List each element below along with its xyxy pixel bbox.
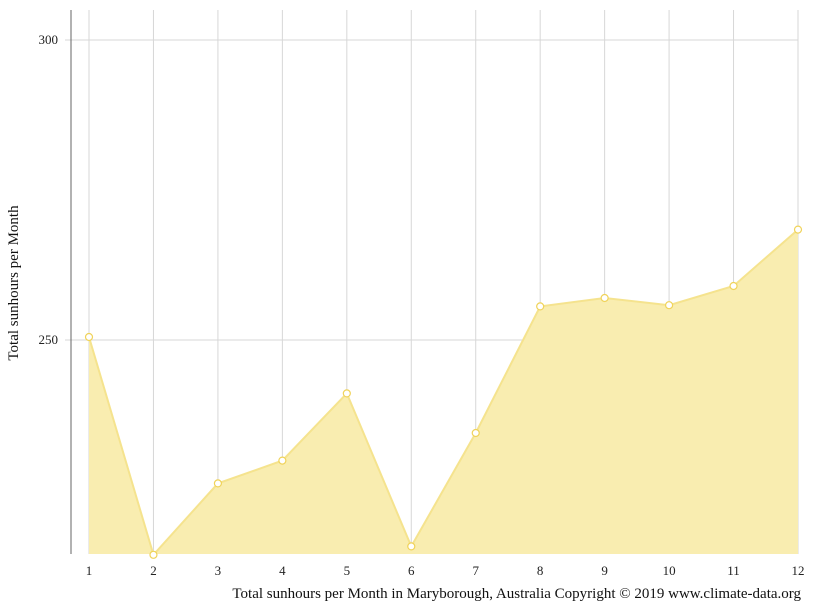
y-axis-title: Total sunhours per Month: [6, 205, 22, 361]
x-tick-label-8: 8: [537, 563, 544, 578]
x-tick-label-7: 7: [472, 563, 479, 578]
area-layer: [88, 228, 799, 557]
sunhours-series-line: [88, 228, 799, 557]
data-point-month-9[interactable]: [600, 293, 609, 303]
x-tick-label-3: 3: [215, 563, 222, 578]
chart-caption: Total sunhours per Month in Maryborough,…: [232, 586, 801, 602]
data-point-month-2[interactable]: [149, 550, 158, 559]
x-tick-label-2: 2: [150, 563, 157, 578]
y-tick-label-300: 300: [39, 32, 59, 47]
data-point-month-4[interactable]: [278, 456, 287, 465]
data-point-month-12[interactable]: [793, 225, 803, 234]
x-tick-label-9: 9: [601, 563, 608, 578]
markers: [84, 225, 803, 559]
x-tick-label-11: 11: [727, 563, 740, 578]
x-tick-label-6: 6: [408, 563, 415, 578]
data-point-month-7[interactable]: [471, 428, 480, 438]
data-point-month-1[interactable]: [84, 332, 94, 342]
data-point-month-10[interactable]: [664, 301, 674, 310]
sunhours-area-fill: [89, 229, 798, 555]
data-point-month-6[interactable]: [407, 542, 416, 551]
x-tick-label-12: 12: [792, 563, 805, 578]
data-point-month-3[interactable]: [213, 479, 223, 488]
x-tick-label-10: 10: [663, 563, 676, 578]
data-point-month-11[interactable]: [729, 281, 738, 291]
x-tick-label-4: 4: [279, 563, 286, 578]
x-tick-label-5: 5: [344, 563, 351, 578]
data-point-month-5[interactable]: [342, 389, 351, 398]
data-point-month-8[interactable]: [536, 302, 545, 311]
y-tick-label-250: 250: [39, 332, 59, 347]
x-tick-label-1: 1: [86, 563, 93, 578]
